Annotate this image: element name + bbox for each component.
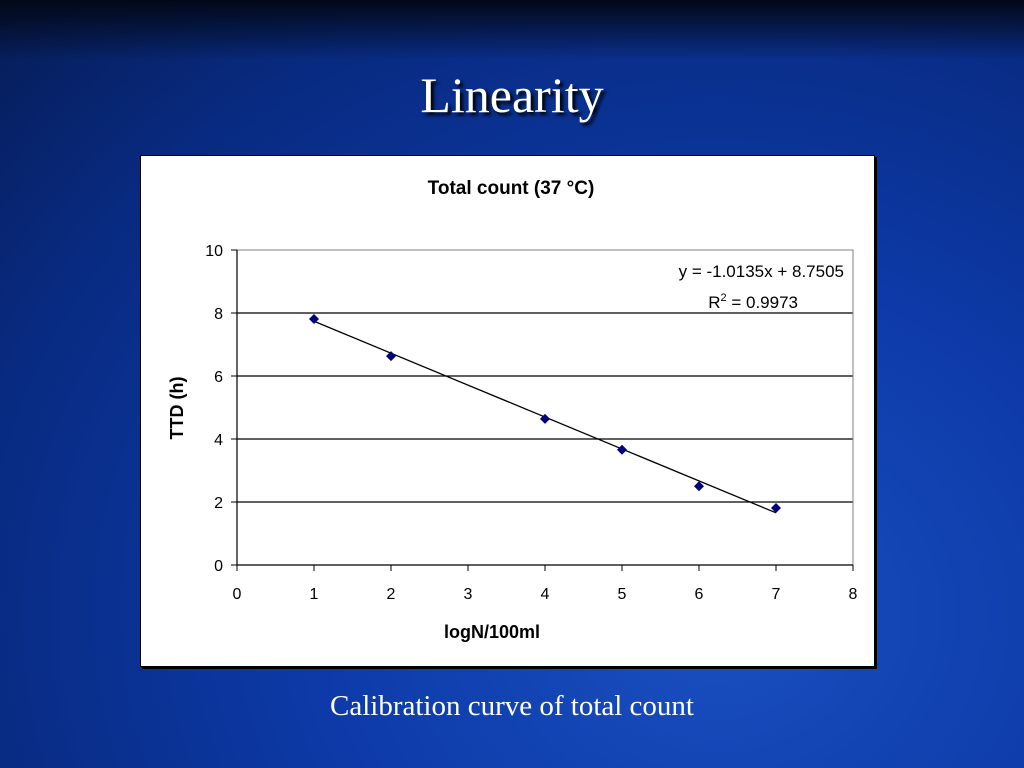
data-point <box>309 313 319 324</box>
x-tick-label: 3 <box>464 586 473 603</box>
x-tick-label: 7 <box>772 586 781 603</box>
x-tick-label: 1 <box>310 586 319 603</box>
data-point <box>386 351 396 362</box>
slide-title: Linearity <box>420 67 604 123</box>
x-tick-label: 8 <box>849 586 858 603</box>
x-tick-label: 4 <box>541 586 550 603</box>
data-point <box>771 502 781 513</box>
slide-caption: Calibration curve of total count <box>329 690 694 722</box>
top-shade <box>0 0 1024 60</box>
x-tick-label: 6 <box>695 586 704 603</box>
y-axis-label: TTD (h) <box>167 377 187 440</box>
data-point <box>694 481 704 492</box>
x-tick-label: 0 <box>233 586 242 603</box>
data-point <box>617 444 627 455</box>
chart: Total count (37 °C) logN/100ml TTD (h) 0… <box>140 155 875 667</box>
y-tick-label: 10 <box>205 243 223 260</box>
y-tick-label: 8 <box>214 306 223 323</box>
y-tick-label: 4 <box>214 432 223 449</box>
x-tick-label: 2 <box>387 586 396 603</box>
x-tick-label: 5 <box>618 586 627 603</box>
y-tick-label: 0 <box>214 558 223 575</box>
r-squared: R2 = 0.9973 <box>708 292 798 312</box>
data-point <box>540 413 550 424</box>
trendline-equation: y = -1.0135x + 8.7505 <box>679 262 844 281</box>
y-tick-label: 6 <box>214 369 223 386</box>
chart-svg: Total count (37 °C) logN/100ml TTD (h) 0… <box>167 178 858 642</box>
y-tick-label: 2 <box>214 495 223 512</box>
x-axis-label: logN/100ml <box>444 622 540 642</box>
chart-title: Total count (37 °C) <box>428 178 595 199</box>
